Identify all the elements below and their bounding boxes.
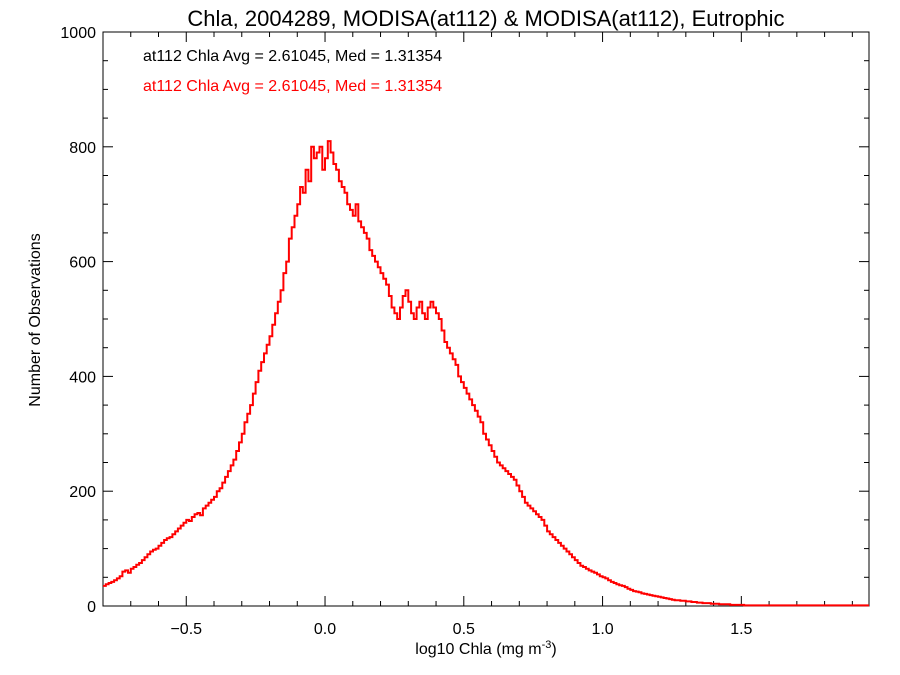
y-tick-label: 400	[69, 369, 96, 386]
x-axis-ticks: −0.5 0.0 0.5 1.0 1.5	[102, 32, 853, 638]
x-axis-label: log10 Chla (mg m-3)	[415, 639, 556, 658]
y-tick-label: 800	[69, 140, 96, 157]
x-tick-label: 0.5	[453, 621, 475, 638]
annotation-red: at112 Chla Avg = 2.61045, Med = 1.31354	[143, 78, 442, 95]
x-axis-label-sup: -3	[542, 639, 552, 651]
y-axis-label: Number of Observations	[27, 233, 44, 406]
histogram-step-line	[103, 140, 869, 607]
x-axis-label-main: log10 Chla (mg m	[415, 641, 541, 658]
y-tick-label: 1000	[60, 25, 96, 42]
x-tick-label: 0.0	[314, 621, 336, 638]
x-tick-label: 1.0	[591, 621, 613, 638]
y-axis-ticks: 0 200 400 600 800 1000	[60, 25, 869, 616]
annotation-black: at112 Chla Avg = 2.61045, Med = 1.31354	[143, 48, 442, 65]
chart-title: Chla, 2004289, MODISA(at112) & MODISA(at…	[187, 6, 784, 31]
plot-frame	[102, 31, 870, 607]
x-axis-label-end: )	[551, 641, 556, 658]
y-tick-label: 200	[69, 484, 96, 501]
x-tick-label: 1.5	[730, 621, 752, 638]
y-tick-label: 600	[69, 255, 96, 272]
x-tick-label: −0.5	[170, 621, 202, 638]
y-tick-label: 0	[87, 599, 96, 616]
